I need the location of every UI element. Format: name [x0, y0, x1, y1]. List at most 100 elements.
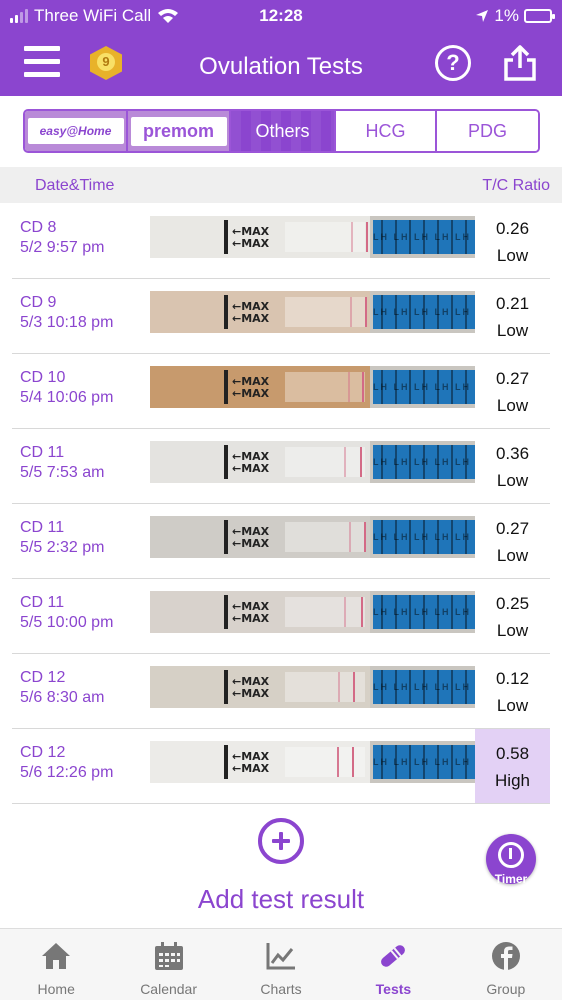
strip-window — [285, 222, 365, 252]
nav-home-label: Home — [37, 981, 75, 997]
test-row[interactable]: CD 11 5/5 7:53 am ←MAX ←MAX LH LH LH LH LH 0.… — [12, 429, 550, 504]
calendar-icon — [154, 942, 183, 970]
tc-ratio-value: 0.12 — [495, 669, 530, 688]
strip-window — [285, 447, 365, 477]
control-line — [364, 522, 366, 552]
test-row[interactable]: CD 9 5/3 10:18 pm ←MAX ←MAX LH LH LH LH LH 0.… — [12, 279, 550, 354]
tc-ratio-cell: 0.12 Low — [475, 654, 550, 728]
nav-calendar-label: Calendar — [140, 981, 198, 997]
strip-lh-handle: LH LH LH LH LH — [373, 295, 475, 329]
cycle-day: CD 11 — [20, 444, 65, 461]
test-row[interactable]: CD 12 5/6 8:30 am ←MAX ←MAX LH LH LH LH LH 0.… — [12, 654, 550, 729]
test-list: CD 8 5/2 9:57 pm ←MAX ←MAX LH LH LH LH LH 0.2… — [12, 204, 550, 804]
battery-icon — [524, 9, 555, 23]
nav-charts[interactable]: Charts — [225, 929, 337, 1000]
strip-lh-handle: LH LH LH LH LH — [373, 220, 475, 254]
test-line — [337, 747, 339, 777]
strip-paper — [150, 666, 370, 708]
strip-mark — [224, 295, 228, 329]
test-row[interactable]: CD 10 5/4 10:06 pm ←MAX ←MAX LH LH LH LH LH 0… — [12, 354, 550, 429]
tc-level: Low — [496, 546, 529, 565]
test-strip-image[interactable]: ←MAX ←MAX LH LH LH LH LH — [150, 516, 475, 558]
tc-ratio-value: 0.27 — [495, 369, 530, 388]
control-line — [353, 672, 355, 702]
test-line — [344, 447, 346, 477]
level-badge-icon[interactable]: 9 — [88, 44, 124, 82]
test-strip-image[interactable]: ←MAX ←MAX LH LH LH LH LH — [150, 591, 475, 633]
strip-window — [285, 297, 365, 327]
control-line — [352, 747, 354, 777]
datetime-column-label: Date&Time — [35, 177, 115, 194]
test-line — [348, 372, 350, 402]
share-icon[interactable] — [502, 44, 538, 82]
tc-ratio-cell: 0.27 Low — [475, 504, 550, 578]
test-line — [338, 672, 340, 702]
tab-easy-home[interactable]: easy@Home — [25, 111, 128, 151]
strip-window — [285, 522, 365, 552]
add-test-icon[interactable] — [258, 818, 304, 864]
signal-icon — [10, 9, 28, 23]
test-strip-image[interactable]: ←MAX ←MAX LH LH LH LH LH — [150, 666, 475, 708]
tc-ratio-cell: 0.27 Low — [475, 354, 550, 428]
test-date: CD 8 5/2 9:57 pm — [20, 218, 105, 258]
tc-level: Low — [496, 396, 529, 415]
strip-paper — [150, 591, 370, 633]
tc-ratio-value: 0.25 — [495, 594, 530, 613]
tc-ratio-cell: 0.21 Low — [475, 279, 550, 353]
nav-group[interactable]: Group — [450, 929, 562, 1000]
strip-lh-handle: LH LH LH LH LH — [373, 445, 475, 479]
column-header: Date&Time T/C Ratio — [0, 167, 562, 203]
timer-button[interactable]: Timer — [486, 834, 536, 886]
strip-mark — [224, 670, 228, 704]
tc-ratio-cell: 0.58 High — [475, 729, 550, 803]
tc-ratio-cell: 0.25 Low — [475, 579, 550, 653]
wifi-icon — [158, 9, 179, 23]
tc-level: Low — [496, 246, 529, 265]
strip-max-label: ←MAX ←MAX — [232, 450, 270, 475]
test-datetime: 5/5 7:53 am — [20, 464, 105, 481]
test-strip-image[interactable]: ←MAX ←MAX LH LH LH LH LH — [150, 366, 475, 408]
test-row[interactable]: CD 11 5/5 10:00 pm ←MAX ←MAX LH LH LH LH LH 0… — [12, 579, 550, 654]
test-row[interactable]: CD 12 5/6 12:26 pm ←MAX ←MAX LH LH LH LH LH 0… — [12, 729, 550, 804]
tc-level: Low — [496, 696, 529, 715]
nav-tests[interactable]: Tests — [337, 929, 449, 1000]
strip-paper — [150, 366, 370, 408]
strip-max-label: ←MAX ←MAX — [232, 525, 270, 550]
tab-hcg[interactable]: HCG — [335, 111, 437, 151]
strip-mark — [224, 220, 228, 254]
strip-lh-handle: LH LH LH LH LH — [373, 745, 475, 779]
nav-home[interactable]: Home — [0, 929, 112, 1000]
tab-pdg[interactable]: PDG — [437, 111, 538, 151]
test-strip-image[interactable]: ←MAX ←MAX LH LH LH LH LH — [150, 441, 475, 483]
control-line — [360, 447, 362, 477]
test-date: CD 11 5/5 10:00 pm — [20, 593, 113, 633]
tab-others[interactable]: Others — [231, 111, 336, 151]
status-bar: Three WiFi Call 12:28 1% — [0, 0, 562, 32]
test-strip-image[interactable]: ←MAX ←MAX LH LH LH LH LH — [150, 291, 475, 333]
test-strip-image[interactable]: ←MAX ←MAX LH LH LH LH LH — [150, 741, 475, 783]
nav-group-label: Group — [486, 981, 526, 997]
strip-max-label: ←MAX ←MAX — [232, 750, 270, 775]
cycle-day: CD 11 — [20, 594, 65, 611]
test-strip-image[interactable]: ←MAX ←MAX LH LH LH LH LH — [150, 216, 475, 258]
strip-max-label: ←MAX ←MAX — [232, 675, 270, 700]
strip-mark — [224, 745, 228, 779]
menu-icon[interactable] — [24, 44, 60, 80]
test-row[interactable]: CD 11 5/5 2:32 pm ←MAX ←MAX LH LH LH LH LH 0.… — [12, 504, 550, 579]
test-datetime: 5/6 12:26 pm — [20, 764, 114, 781]
add-test-button[interactable]: Add test result — [197, 884, 365, 914]
help-icon[interactable]: ? — [435, 45, 471, 81]
tab-premom[interactable]: premom — [128, 111, 231, 151]
test-row[interactable]: CD 8 5/2 9:57 pm ←MAX ←MAX LH LH LH LH LH 0.2… — [12, 204, 550, 279]
nav-calendar[interactable]: Calendar — [112, 929, 224, 1000]
test-datetime: 5/4 10:06 pm — [20, 389, 114, 406]
brand-tabs: easy@Home premom Others HCG PDG — [23, 109, 540, 153]
page-title: Ovulation Tests — [199, 53, 363, 80]
strip-paper — [150, 741, 370, 783]
test-line — [349, 522, 351, 552]
cycle-day: CD 12 — [20, 744, 66, 761]
tc-level: High — [495, 771, 530, 790]
cycle-day: CD 10 — [20, 369, 66, 386]
test-date: CD 11 5/5 7:53 am — [20, 443, 105, 483]
tc-level: Low — [496, 621, 529, 640]
